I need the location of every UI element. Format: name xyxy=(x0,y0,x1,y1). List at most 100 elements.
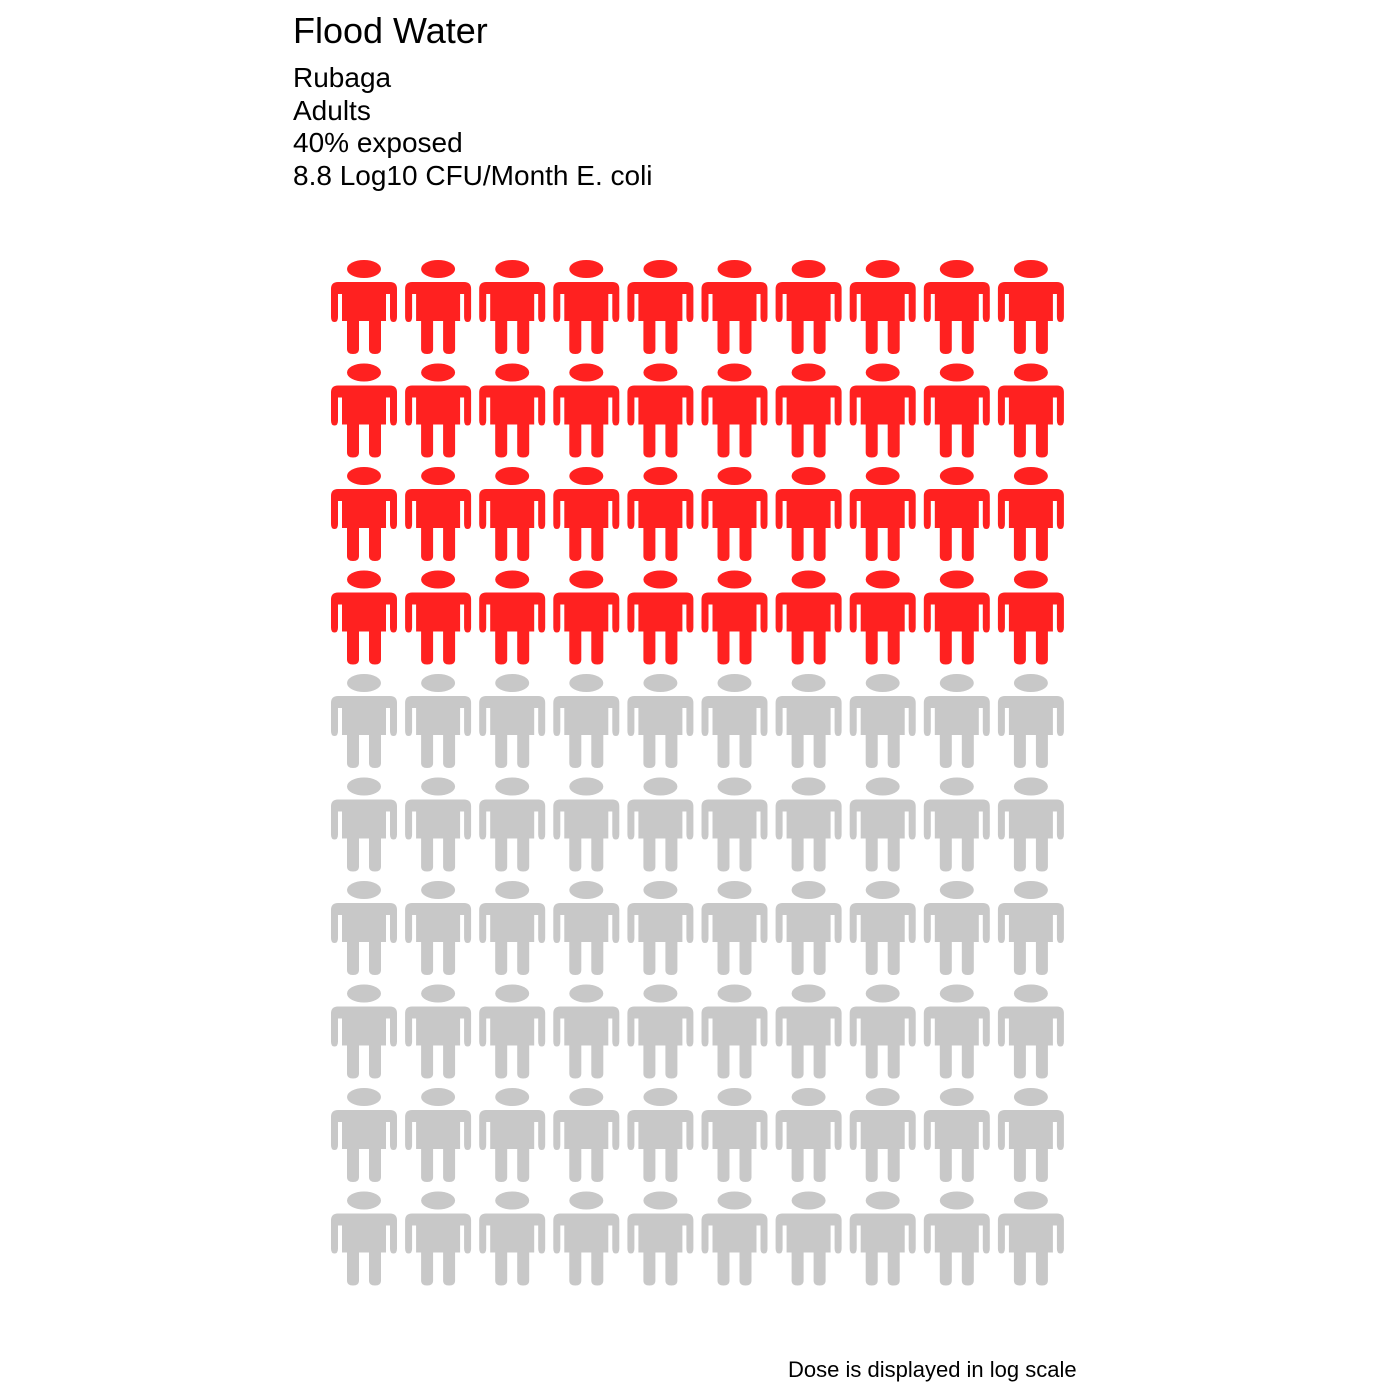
person-icon-unexposed xyxy=(331,1191,397,1286)
person-icon-exposed xyxy=(331,467,397,561)
person-icon-exposed xyxy=(775,570,842,665)
person-icon-exposed xyxy=(405,467,472,561)
person-icon-exposed xyxy=(997,363,1064,458)
person-icon-exposed xyxy=(849,260,916,354)
subtitle-location: Rubaga xyxy=(293,62,392,93)
person-icon-unexposed xyxy=(479,777,546,872)
person-icon-exposed xyxy=(775,467,842,561)
person-icon-unexposed xyxy=(701,674,768,768)
person-icon-unexposed xyxy=(775,881,842,975)
chart-header: Flood Water Rubaga Adults 40% exposed 8.… xyxy=(293,10,653,192)
person-icon-unexposed xyxy=(849,984,916,1079)
person-icon-exposed xyxy=(331,363,397,458)
person-icon-unexposed xyxy=(405,674,472,768)
person-icon-unexposed xyxy=(553,984,620,1079)
person-icon-unexposed xyxy=(553,1191,620,1286)
person-icon-exposed xyxy=(849,467,916,561)
person-icon-exposed xyxy=(701,260,768,354)
person-icon-unexposed xyxy=(775,777,842,872)
person-icon-exposed xyxy=(627,570,694,665)
person-icon-unexposed xyxy=(701,1191,768,1286)
person-icon-unexposed xyxy=(479,881,546,975)
person-icon-unexposed xyxy=(331,777,397,872)
person-icon-unexposed xyxy=(997,1191,1064,1286)
person-icon-exposed xyxy=(923,570,990,665)
person-icon-exposed xyxy=(627,260,694,354)
person-icon-exposed xyxy=(775,363,842,458)
person-icon-unexposed xyxy=(923,674,990,768)
person-icon-exposed xyxy=(849,570,916,665)
person-icon-exposed xyxy=(701,363,768,458)
person-icon-exposed xyxy=(405,363,472,458)
person-icon-unexposed xyxy=(775,674,842,768)
person-icon-exposed xyxy=(923,260,990,354)
person-icon-unexposed xyxy=(627,1088,694,1182)
person-icon-exposed xyxy=(553,570,620,665)
person-icon-unexposed xyxy=(331,1088,397,1182)
person-icon-unexposed xyxy=(701,984,768,1079)
person-icon-exposed xyxy=(331,260,397,354)
person-icon-unexposed xyxy=(701,881,768,975)
person-icon-unexposed xyxy=(627,1191,694,1286)
person-icon-unexposed xyxy=(405,984,472,1079)
person-icon-unexposed xyxy=(479,1191,546,1286)
person-icon-exposed xyxy=(479,260,546,354)
person-icon-unexposed xyxy=(405,1088,472,1182)
person-icon-unexposed xyxy=(553,777,620,872)
person-icon-unexposed xyxy=(849,1088,916,1182)
person-icon-unexposed xyxy=(923,984,990,1079)
person-icon-exposed xyxy=(479,363,546,458)
person-icon-unexposed xyxy=(849,674,916,768)
person-icon-exposed xyxy=(479,467,546,561)
person-icon-exposed xyxy=(701,570,768,665)
person-icon-unexposed xyxy=(997,1088,1064,1182)
person-icon-exposed xyxy=(775,260,842,354)
subtitle-population: Adults xyxy=(293,94,371,126)
person-icon-unexposed xyxy=(775,1088,842,1182)
person-icon-unexposed xyxy=(479,984,546,1079)
person-icon-unexposed xyxy=(553,881,620,975)
person-icon-unexposed xyxy=(479,674,546,768)
person-icon-exposed xyxy=(849,363,916,458)
person-icon-unexposed xyxy=(923,1088,990,1182)
person-icon-unexposed xyxy=(331,674,397,768)
person-icon-unexposed xyxy=(997,881,1064,975)
subtitle-exposure: 40% exposed xyxy=(293,127,463,158)
person-icon-exposed xyxy=(553,363,620,458)
person-icon-unexposed xyxy=(627,881,694,975)
person-icon-unexposed xyxy=(997,674,1064,768)
person-icon-unexposed xyxy=(553,1088,620,1182)
person-icon-unexposed xyxy=(923,881,990,975)
chart-title: Flood Water xyxy=(293,10,488,51)
person-icon-exposed xyxy=(923,467,990,561)
person-icon-exposed xyxy=(553,467,620,561)
person-icon-unexposed xyxy=(627,984,694,1079)
person-icon-exposed xyxy=(923,363,990,458)
person-icon-exposed xyxy=(405,570,472,665)
person-icon-unexposed xyxy=(923,1191,990,1286)
subtitle-dose: 8.8 Log10 CFU/Month E. coli xyxy=(293,159,653,191)
person-icon-unexposed xyxy=(405,881,472,975)
person-icon-unexposed xyxy=(627,674,694,768)
person-icon-unexposed xyxy=(701,777,768,872)
person-icon-unexposed xyxy=(701,1088,768,1182)
person-icon-unexposed xyxy=(553,674,620,768)
person-icon-exposed xyxy=(997,467,1064,561)
person-icon-unexposed xyxy=(405,1191,472,1286)
person-icon-unexposed xyxy=(997,777,1064,872)
person-icon-exposed xyxy=(627,363,694,458)
person-icon-unexposed xyxy=(775,984,842,1079)
person-icon-exposed xyxy=(553,260,620,354)
person-icon-unexposed xyxy=(997,984,1064,1079)
person-icon-exposed xyxy=(479,570,546,665)
chart-caption: Dose is displayed in log scale xyxy=(788,1357,1077,1382)
chart-subtitle: Rubaga Adults 40% exposed 8.8 Log10 CFU/… xyxy=(293,62,653,192)
person-icon-unexposed xyxy=(405,777,472,872)
person-icon-unexposed xyxy=(923,777,990,872)
person-icon-exposed xyxy=(701,467,768,561)
person-icon-unexposed xyxy=(627,777,694,872)
person-icon-unexposed xyxy=(849,777,916,872)
person-icon-unexposed xyxy=(331,984,397,1079)
person-icon-unexposed xyxy=(849,1191,916,1286)
